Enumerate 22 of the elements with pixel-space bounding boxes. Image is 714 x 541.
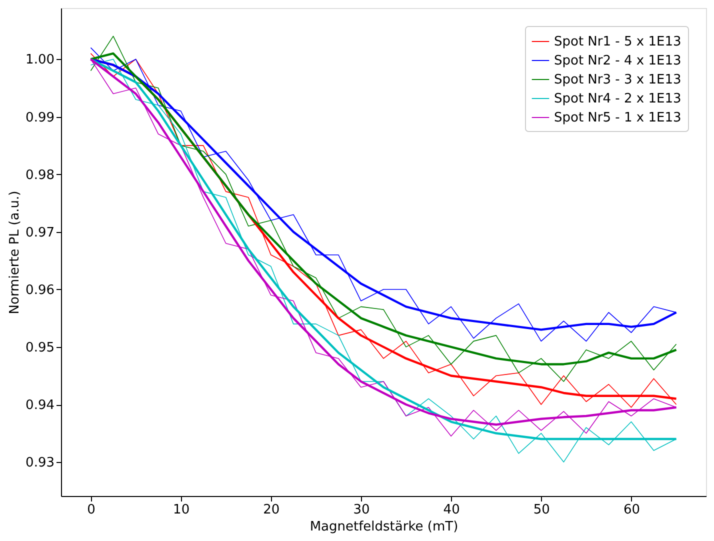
legend-label: Spot Nr3 - 3 x 1E13 bbox=[554, 72, 682, 88]
y-tick-label: 0.93 bbox=[26, 456, 54, 471]
legend-label: Spot Nr2 - 4 x 1E13 bbox=[554, 54, 682, 68]
y-tick-label: 0.97 bbox=[26, 225, 54, 240]
x-tick-label: 0 bbox=[87, 502, 96, 518]
x-tick-label: 20 bbox=[263, 502, 280, 518]
legend-label: Spot Nr1 - 5 x 1E13 bbox=[554, 34, 682, 50]
x-axis-title: Magnetfeldstärke (mT) bbox=[310, 520, 458, 534]
y-tick-label: 0.94 bbox=[26, 398, 54, 413]
legend-label: Spot Nr5 - 1 x 1E13 bbox=[554, 110, 682, 126]
legend-label: Spot Nr4 - 2 x 1E13 bbox=[554, 92, 682, 106]
y-tick-label: 1.00 bbox=[26, 52, 54, 68]
x-tick-label: 10 bbox=[173, 502, 190, 518]
y-tick-label: 0.96 bbox=[26, 282, 54, 298]
x-tick-label: 50 bbox=[533, 502, 550, 518]
y-tick-label: 0.98 bbox=[26, 168, 54, 183]
x-tick-label: 60 bbox=[623, 502, 640, 518]
y-axis-title: Normierte PL (a.u.) bbox=[8, 190, 23, 314]
x-tick-label: 30 bbox=[353, 502, 370, 518]
y-tick-label: 0.95 bbox=[26, 340, 54, 356]
x-tick-label: 40 bbox=[443, 502, 460, 518]
y-tick-label: 0.99 bbox=[26, 110, 54, 126]
